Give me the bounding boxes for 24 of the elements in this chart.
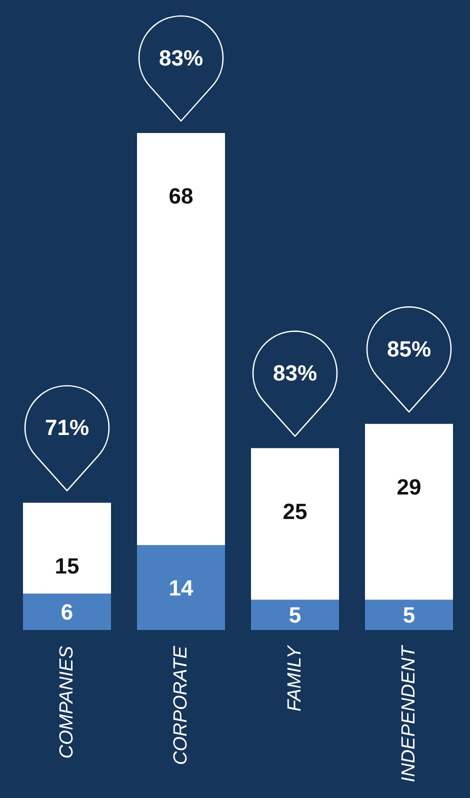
annotation: 83% [272, 360, 318, 386]
x-tick-label: CORPORATE [170, 646, 192, 765]
bar [365, 424, 453, 600]
data-label: 29 [396, 474, 422, 500]
x-tick-label: COMPANIES [56, 646, 78, 759]
bar [137, 545, 225, 630]
data-label: 5 [402, 602, 416, 628]
annotation: 83% [158, 46, 204, 70]
bar [365, 600, 453, 630]
data-label: 15 [54, 553, 80, 578]
data-label: 6 [60, 600, 74, 625]
x-tick-label: INDEPENDENT [398, 644, 420, 782]
bar [251, 448, 339, 600]
data-label: 25 [282, 498, 308, 524]
bar [137, 133, 225, 546]
data-label: 14 [168, 575, 194, 600]
annotation: 85% [386, 336, 432, 362]
x-tick-label: FAMILY [284, 644, 306, 712]
bar [251, 600, 339, 630]
bar [23, 502, 111, 594]
data-label: 5 [288, 602, 302, 628]
annotation: 71% [44, 415, 90, 440]
bar [23, 594, 111, 630]
data-label: 68 [168, 184, 194, 209]
